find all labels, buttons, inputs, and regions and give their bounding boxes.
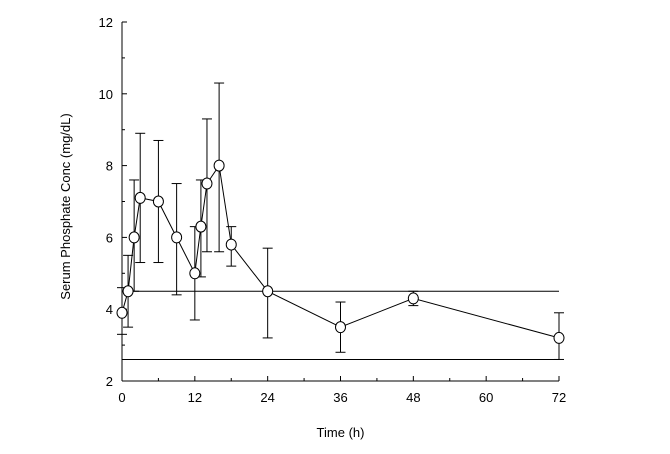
data-point xyxy=(195,220,207,233)
x-tick-label: 36 xyxy=(333,390,347,405)
axes xyxy=(121,21,560,382)
data-point xyxy=(189,267,201,280)
data-point xyxy=(134,191,146,204)
x-tick-label: 12 xyxy=(188,390,202,405)
data-point xyxy=(225,238,237,251)
y-tick-label: 8 xyxy=(106,159,113,174)
data-point xyxy=(128,231,140,244)
x-tick-label: 60 xyxy=(479,390,493,405)
x-axis-label: Time (h) xyxy=(317,425,365,440)
y-tick-label: 2 xyxy=(106,374,113,389)
data-point xyxy=(152,195,164,208)
x-tick-label: 0 xyxy=(118,390,125,405)
y-tick-label: 12 xyxy=(99,15,113,30)
data-point xyxy=(116,306,128,319)
y-tick-label: 4 xyxy=(106,302,113,317)
error-bars xyxy=(117,82,564,360)
data-point xyxy=(213,159,225,172)
y-tick-label: 10 xyxy=(99,87,113,102)
data-point xyxy=(553,331,565,344)
data-point xyxy=(407,292,419,305)
y-axis-label: Serum Phosphate Conc (mg/dL) xyxy=(58,113,73,299)
x-tick-label: 72 xyxy=(552,390,566,405)
x-tick-label: 48 xyxy=(406,390,420,405)
data-point xyxy=(262,285,274,298)
data-point xyxy=(201,177,213,190)
data-point xyxy=(171,231,183,244)
data-point xyxy=(335,321,346,334)
y-tick-label: 6 xyxy=(106,230,113,245)
data-point xyxy=(122,285,134,298)
x-tick-label: 24 xyxy=(260,390,274,405)
data-points xyxy=(116,159,565,344)
